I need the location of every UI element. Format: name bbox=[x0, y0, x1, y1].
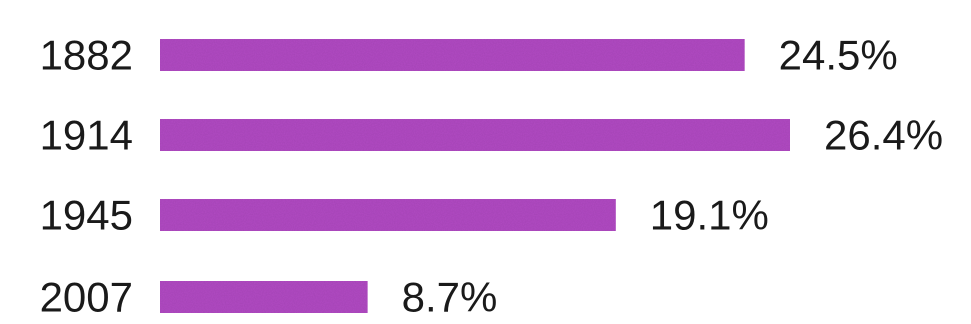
value-label: 24.5% bbox=[779, 32, 898, 79]
bar bbox=[160, 281, 368, 313]
bar bbox=[160, 119, 790, 151]
category-label: 1914 bbox=[40, 112, 133, 159]
value-label: 8.7% bbox=[402, 274, 498, 321]
bar bbox=[160, 39, 745, 71]
value-label: 26.4% bbox=[824, 112, 943, 159]
bar bbox=[160, 199, 616, 231]
category-label: 2007 bbox=[40, 274, 133, 321]
value-label: 19.1% bbox=[650, 192, 769, 239]
category-label: 1882 bbox=[40, 32, 133, 79]
category-label: 1945 bbox=[40, 192, 133, 239]
